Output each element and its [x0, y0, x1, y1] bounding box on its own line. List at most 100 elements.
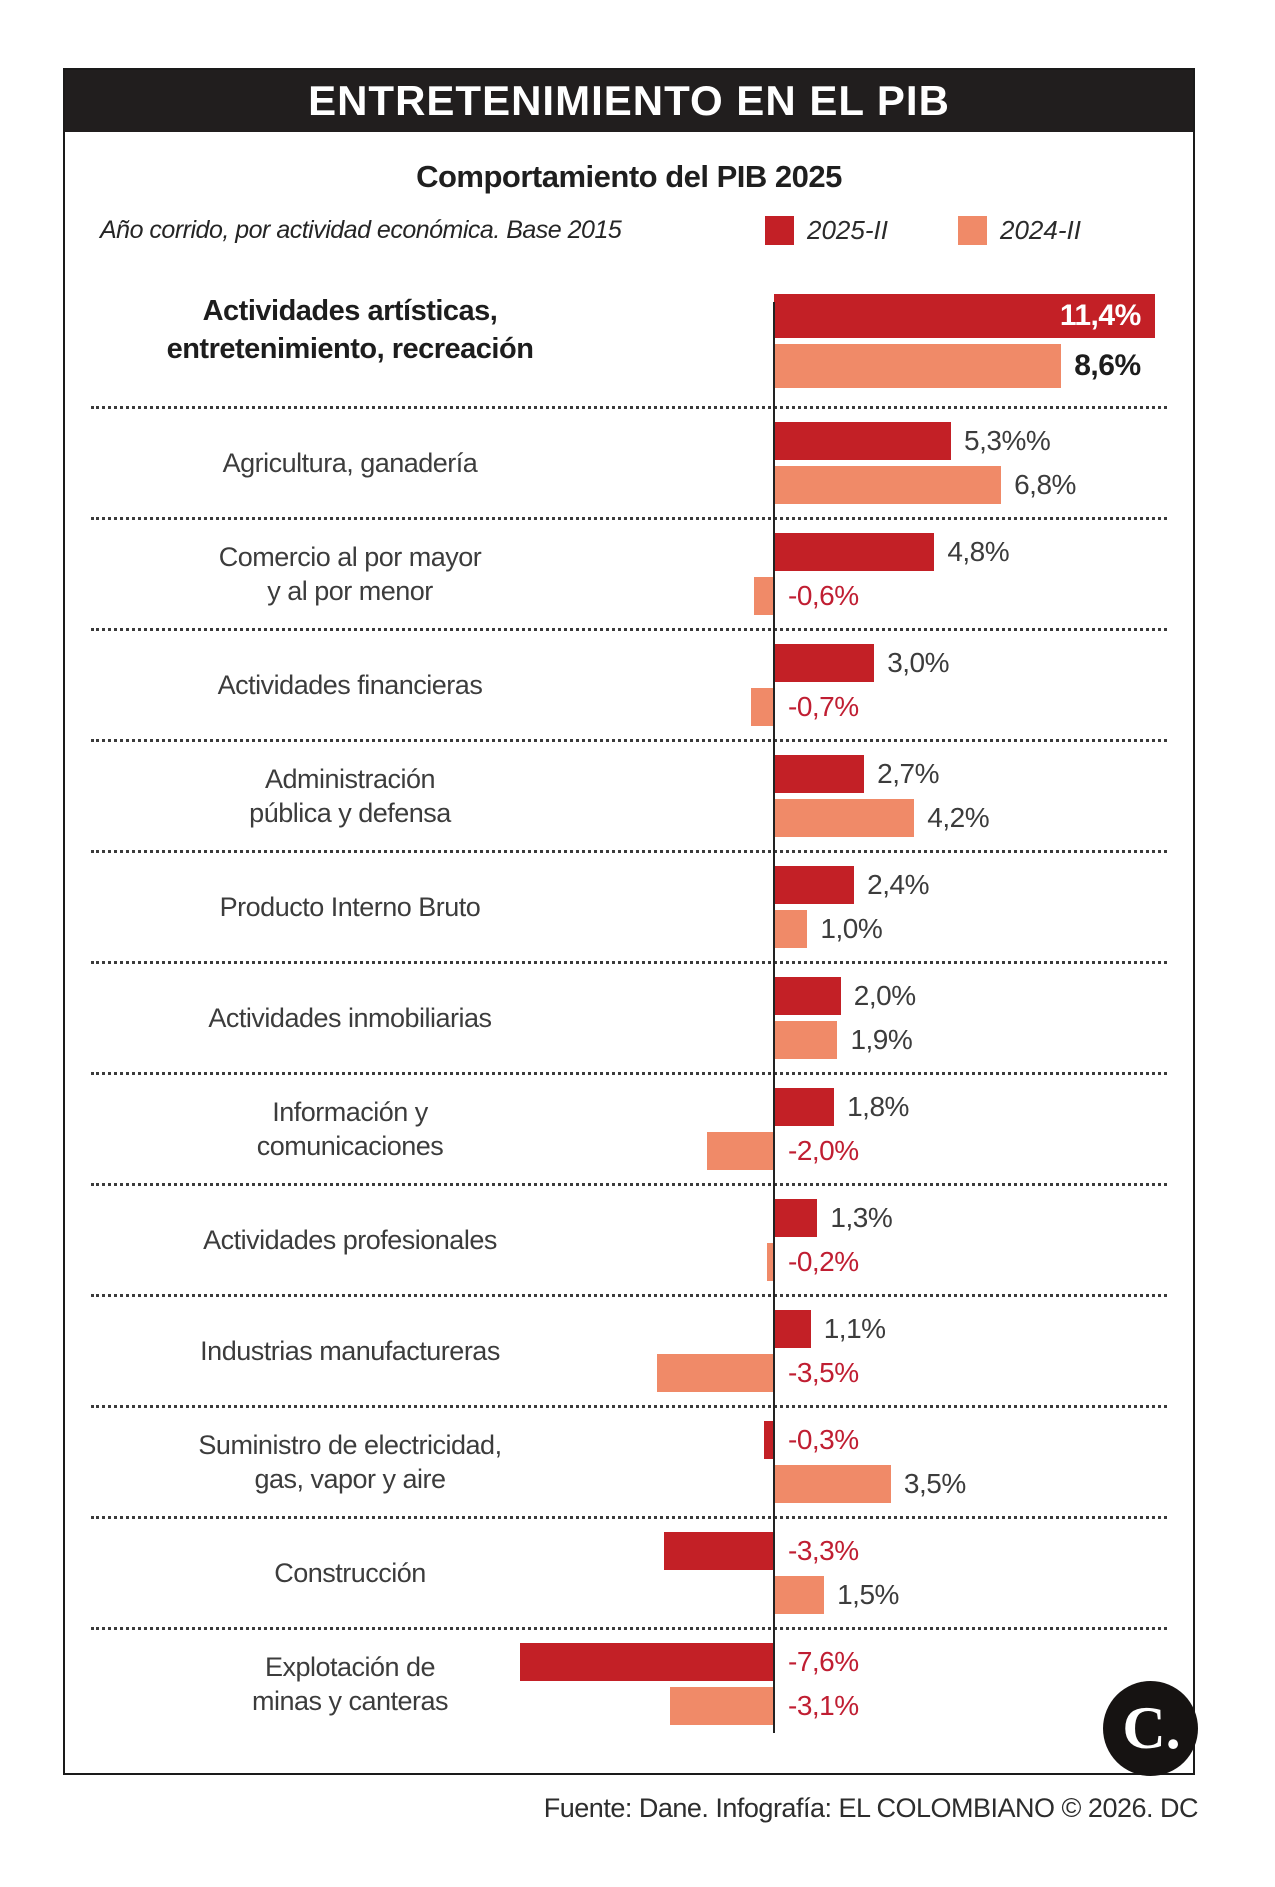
- value-label-2024: 1,0%: [820, 912, 883, 944]
- zero-axis-line: [773, 302, 775, 1733]
- value-label-2024: -2,0%: [788, 1134, 859, 1166]
- bar-2025: [774, 865, 855, 904]
- bar-2025: [774, 293, 1155, 338]
- bar-pair: -0,3% 3,5%: [65, 1406, 1193, 1517]
- bar-pair: 2,0% 1,9%: [65, 962, 1193, 1073]
- value-label-2024: -0,6%: [788, 579, 859, 611]
- chart-row: Actividades profesionales 1,3% -0,2%: [65, 1184, 1193, 1297]
- category-label: Industrias manufactureras: [200, 1335, 500, 1366]
- value-label-2024: 4,2%: [927, 801, 990, 833]
- chart-row: Explotación de minas y canteras -7,6% -3,…: [65, 1628, 1193, 1739]
- bar-pair: 1,3% -0,2%: [65, 1184, 1193, 1295]
- bar-line-2024: 1,0%: [65, 909, 1193, 948]
- value-label-2024: 1,9%: [850, 1023, 913, 1055]
- value-label-2025: 1,8%: [847, 1090, 909, 1122]
- bar-line-2025: 1,3%: [65, 1198, 1193, 1237]
- bar-pair: 2,7% 4,2%: [65, 740, 1193, 851]
- bar-2024: [774, 1464, 891, 1503]
- bar-2025: [763, 1420, 774, 1459]
- value-label-2024: 3,5%: [903, 1467, 966, 1499]
- bar-line-2024: -0,7%: [65, 687, 1193, 726]
- bar-2024: [774, 343, 1062, 388]
- value-label-2024: -3,1%: [788, 1689, 859, 1721]
- bar-2024: [774, 909, 808, 948]
- bar-line-2025: 2,4%: [65, 865, 1193, 904]
- value-label-2024: -0,7%: [788, 690, 859, 722]
- bar-pair: 4,8% -0,6%: [65, 518, 1193, 629]
- legend-item-2024: 2024-II: [958, 208, 1081, 252]
- chart-row: Actividades artísticas, entretenimiento, …: [65, 252, 1193, 409]
- bar-2025: [774, 421, 952, 460]
- bar-line-2025: -3,3%: [65, 1531, 1193, 1570]
- bar-2024: [707, 1131, 774, 1170]
- value-label-2025: 2,4%: [867, 868, 929, 900]
- category-label: Actividades inmobiliarias: [208, 1002, 492, 1033]
- category-label: Suministro de electricidad, gas, vapor y …: [198, 1429, 502, 1494]
- value-label-2025: 2,7%: [877, 757, 939, 789]
- bar-line-2025: 5,3%%: [65, 421, 1193, 460]
- subtitle-legend-row: Año corrido, por actividad económica. Ba…: [65, 208, 1193, 252]
- bar-2025: [774, 1198, 818, 1237]
- bar-line-2025: 1,8%: [65, 1087, 1193, 1126]
- value-label-2025: 1,3%: [830, 1201, 893, 1233]
- chart-row: Actividades inmobiliarias 2,0% 1,9%: [65, 962, 1193, 1075]
- value-label-2025: 2,0%: [853, 979, 916, 1011]
- bar-line-2025: 1,1%: [65, 1309, 1193, 1348]
- chart-row: Industrias manufactureras 1,1% -3,5%: [65, 1295, 1193, 1408]
- chart-rows: Actividades artísticas, entretenimiento, …: [65, 252, 1193, 1739]
- bar-line-2025: 2,0%: [65, 976, 1193, 1015]
- category-label: Agricultura, ganadería: [222, 447, 478, 478]
- bar-2024: [753, 576, 774, 615]
- bar-line-2024: -2,0%: [65, 1131, 1193, 1170]
- value-label-2024: 6,8%: [1014, 468, 1076, 500]
- category-label: Comercio al por mayor y al por menor: [218, 541, 482, 606]
- chart-row: Producto Interno Bruto 2,4% 1,0%: [65, 851, 1193, 964]
- bar-2025: [774, 1087, 835, 1126]
- bar-pair: 2,4% 1,0%: [65, 851, 1193, 962]
- el-colombiano-logo: C.: [1103, 1681, 1198, 1776]
- value-label-2024: -3,5%: [788, 1356, 859, 1388]
- category-label: Actividades artísticas, entretenimiento, …: [166, 294, 534, 365]
- chart-title: Comportamiento del PIB 2025: [416, 159, 842, 194]
- bar-2025: [663, 1531, 774, 1570]
- bar-line-2024: 6,8%: [65, 465, 1193, 504]
- chart-row: Agricultura, ganadería 5,3%% 6,8%: [65, 407, 1193, 520]
- header-bar: ENTRETENIMIENTO EN EL PIB: [65, 70, 1193, 132]
- category-label: Actividades profesionales: [203, 1224, 497, 1255]
- category-label: Producto Interno Bruto: [219, 891, 481, 922]
- category-label: Actividades financieras: [217, 669, 483, 700]
- bar-line-2024: -0,2%: [65, 1242, 1193, 1281]
- bar-2025: [774, 754, 865, 793]
- bar-2025: [774, 1309, 811, 1348]
- bar-pair: 3,0% -0,7%: [65, 629, 1193, 740]
- bar-line-2025: 2,7%: [65, 754, 1193, 793]
- category-label: Construcción: [274, 1557, 426, 1588]
- value-label-2025: 4,8%: [947, 535, 1010, 567]
- legend-label-2024: 2024-II: [1000, 214, 1081, 245]
- category-label: Información y comunicaciones: [256, 1096, 444, 1161]
- legend-item-2025: 2025-II: [765, 208, 888, 252]
- value-label-2025: 3,0%: [887, 646, 950, 678]
- bar-2024: [750, 687, 774, 726]
- chart-row: Construcción -3,3% 1,5%: [65, 1517, 1193, 1630]
- bar-2025: [520, 1642, 774, 1681]
- value-label-2025: -7,6%: [788, 1645, 859, 1677]
- bar-pair: 1,1% -3,5%: [65, 1295, 1193, 1406]
- bar-2024: [774, 465, 1002, 504]
- chart-row: Administración pública y defensa 2,7% 4,2…: [65, 740, 1193, 853]
- value-label-2025: -0,3%: [788, 1423, 859, 1455]
- bar-line-2024: -3,5%: [65, 1353, 1193, 1392]
- bar-line-2024: -0,6%: [65, 576, 1193, 615]
- bar-pair: 1,8% -2,0%: [65, 1073, 1193, 1184]
- bar-2024: [774, 1020, 838, 1059]
- bar-2025: [774, 643, 875, 682]
- logo-letter: C.: [1122, 1695, 1181, 1761]
- category-label: Administración pública y defensa: [249, 763, 451, 828]
- source-credit: Fuente: Dane. Infografía: EL COLOMBIANO …: [543, 1793, 1199, 1823]
- value-label-2025: 5,3%%: [964, 424, 1051, 456]
- bar-line-2025: 11,4%: [65, 293, 1193, 338]
- chart-row: Comercio al por mayor y al por menor 4,8%…: [65, 518, 1193, 631]
- chart-subtitle: Año corrido, por actividad económica. Ba…: [100, 215, 622, 244]
- bar-2024: [774, 1575, 825, 1614]
- bar-line-2024: 8,6%: [65, 343, 1193, 388]
